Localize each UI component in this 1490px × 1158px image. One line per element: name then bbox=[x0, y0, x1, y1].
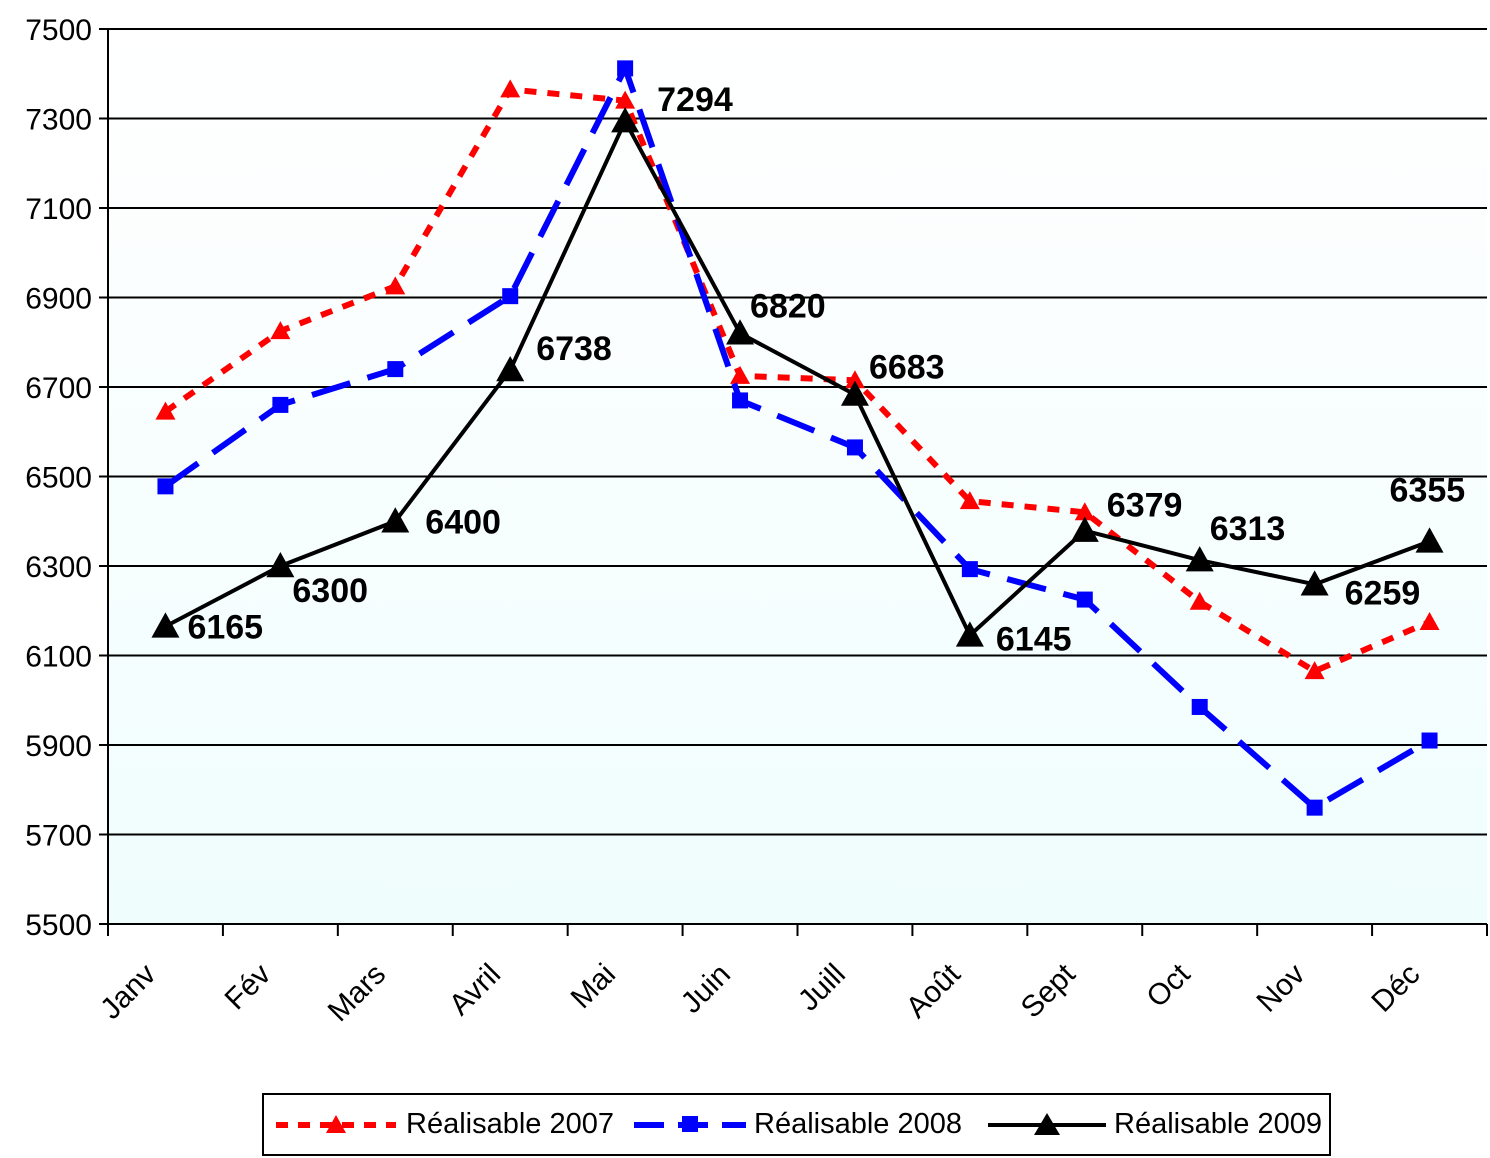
series-1-point-7 bbox=[961, 561, 978, 578]
x-tick-label-Fév: Fév bbox=[219, 958, 278, 1017]
series-0-point-6 bbox=[844, 370, 865, 389]
series-line-2 bbox=[164, 119, 1431, 638]
legend-label-2008: Réalisable 2008 bbox=[754, 1108, 962, 1140]
data-label-6: 6683 bbox=[869, 349, 945, 387]
series-line-1 bbox=[163, 65, 1432, 811]
data-label-2: 6400 bbox=[425, 503, 501, 541]
series-2-point-0 bbox=[151, 612, 180, 638]
y-tick-label-5500: 5500 bbox=[25, 909, 92, 942]
y-tick-label-5700: 5700 bbox=[25, 820, 92, 853]
line-chart: 5500 5700 5900 6100 6300 6500 6700 6900 7100 7300… bbox=[25, 14, 1488, 1028]
y-tick-label-7100: 7100 bbox=[25, 193, 92, 226]
y-tick-label-6500: 6500 bbox=[25, 462, 92, 495]
series-2-point-4 bbox=[611, 107, 640, 133]
x-tick-label-Avril: Avril bbox=[443, 958, 507, 1022]
x-tick-label-Déc: Déc bbox=[1365, 958, 1426, 1019]
series-2-point-2 bbox=[381, 507, 410, 533]
data-label-8: 6379 bbox=[1107, 487, 1183, 525]
legend: Réalisable 2007 Réalisable 2008 Réalisab… bbox=[262, 1093, 1331, 1156]
x-tick-label-Oct: Oct bbox=[1140, 957, 1197, 1014]
legend-swatch-2007 bbox=[276, 1114, 396, 1133]
data-label-10: 6259 bbox=[1345, 574, 1421, 612]
y-tick-label-6700: 6700 bbox=[25, 372, 92, 405]
series-0-point-9 bbox=[1189, 591, 1210, 610]
legend-swatch-2008 bbox=[634, 1115, 746, 1132]
y-tick-label-5900: 5900 bbox=[25, 730, 92, 763]
series-2-point-6 bbox=[840, 380, 869, 406]
series-1-point-9 bbox=[1191, 698, 1208, 715]
series-2-point-8 bbox=[1070, 516, 1099, 542]
series-1-point-10 bbox=[1306, 799, 1323, 816]
series-1-point-1 bbox=[272, 396, 289, 413]
series-0-point-5 bbox=[730, 365, 751, 384]
series-0-point-0 bbox=[155, 401, 176, 420]
legend-item-2007: Réalisable 2007 bbox=[272, 1095, 614, 1154]
series-0-point-10 bbox=[1304, 661, 1325, 680]
x-tick-label-Août: Août bbox=[900, 957, 967, 1024]
x-tick-label-Mars: Mars bbox=[322, 958, 392, 1028]
y-tick-label-6900: 6900 bbox=[25, 283, 92, 316]
data-label-3: 6738 bbox=[536, 330, 612, 368]
legend-item-2008: Réalisable 2008 bbox=[632, 1095, 962, 1154]
legend-swatch-2009 bbox=[988, 1112, 1106, 1135]
series-0-point-11 bbox=[1419, 611, 1440, 630]
x-tick-label-Juin: Juin bbox=[675, 958, 737, 1020]
data-label-11: 6355 bbox=[1390, 471, 1466, 509]
data-label-9: 6313 bbox=[1210, 510, 1286, 548]
series-2-point-5 bbox=[726, 319, 755, 345]
legend-item-2009: Réalisable 2009 bbox=[986, 1095, 1322, 1154]
data-label-5: 6820 bbox=[750, 287, 826, 325]
series-1-point-6 bbox=[846, 439, 863, 456]
series-0-point-4 bbox=[615, 90, 636, 109]
series-0-point-2 bbox=[385, 276, 406, 295]
data-label-4: 7294 bbox=[657, 81, 733, 119]
series-1-point-3 bbox=[502, 288, 519, 305]
x-tick-label-Nov: Nov bbox=[1251, 958, 1312, 1019]
series-1-point-5 bbox=[732, 392, 749, 409]
series-2-point-3 bbox=[496, 355, 525, 382]
data-label-7: 6145 bbox=[996, 620, 1072, 658]
series-1-point-11 bbox=[1421, 732, 1438, 749]
y-tick-label-7500: 7500 bbox=[25, 14, 92, 47]
y-tick-label-6100: 6100 bbox=[25, 641, 92, 674]
legend-label-2009: Réalisable 2009 bbox=[1114, 1108, 1322, 1140]
legend-label-2007: Réalisable 2007 bbox=[406, 1108, 614, 1140]
x-tick-label-Juill: Juill bbox=[792, 958, 852, 1018]
series-0-point-7 bbox=[959, 491, 980, 510]
series-2-point-7 bbox=[955, 621, 984, 647]
series-2-point-11 bbox=[1415, 527, 1444, 553]
data-label-1: 6300 bbox=[292, 572, 368, 610]
series-2-point-1 bbox=[266, 552, 295, 578]
series-2-point-9 bbox=[1185, 546, 1214, 572]
series-1-point-8 bbox=[1076, 591, 1093, 608]
series-0-point-3 bbox=[500, 79, 521, 98]
series-1-point-0 bbox=[157, 478, 174, 495]
series-0-point-1 bbox=[270, 321, 291, 340]
y-tick-label-7300: 7300 bbox=[25, 104, 92, 137]
data-label-0: 6165 bbox=[187, 608, 263, 646]
x-tick-label-Janv: Janv bbox=[94, 958, 162, 1026]
y-tick-label-6300: 6300 bbox=[25, 551, 92, 584]
series-0-point-8 bbox=[1074, 502, 1095, 521]
x-tick-label-Mai: Mai bbox=[565, 958, 623, 1016]
series-2-point-10 bbox=[1300, 570, 1329, 596]
x-tick-label-Sept: Sept bbox=[1015, 957, 1082, 1024]
series-1-point-4 bbox=[617, 60, 634, 77]
series-1-point-2 bbox=[387, 361, 404, 378]
